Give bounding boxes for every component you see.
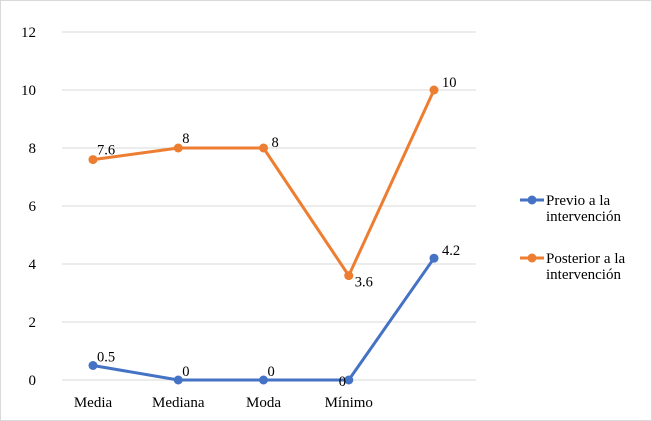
data-label: 8 (272, 135, 279, 151)
y-tick-label: 6 (29, 199, 37, 215)
y-tick-label: 0 (29, 373, 37, 389)
data-label: 0 (268, 364, 275, 380)
x-tick-label: Media (74, 395, 113, 411)
data-label: 0.5 (97, 350, 115, 366)
data-label: 4.2 (442, 243, 460, 259)
data-label: 0 (182, 364, 189, 380)
data-point (344, 375, 354, 385)
series-line (92, 89, 436, 278)
data-label: 3.6 (355, 275, 373, 291)
y-tick-label: 4 (29, 257, 37, 273)
x-tick-label: Moda (246, 395, 281, 411)
x-tick-label: Mínimo (325, 395, 373, 411)
data-point (88, 155, 98, 165)
series-layer: 0.5 0 0 0 4.2 7.6 8 8 3.6 10 (88, 75, 460, 390)
data-point (173, 375, 183, 385)
data-point (259, 143, 268, 153)
legend-swatch-marker (527, 253, 537, 263)
data-label: 8 (182, 131, 189, 147)
y-tick-label: 10 (21, 83, 36, 99)
data-point (344, 271, 354, 281)
data-point (429, 85, 439, 95)
data-label: 7.6 (97, 143, 115, 159)
legend-swatch-marker (527, 195, 537, 205)
gridlines (62, 31, 476, 381)
data-label: 0 (339, 374, 346, 390)
data-point (429, 253, 439, 263)
y-tick-label: 8 (29, 141, 37, 157)
x-axis: Media Mediana Moda Mínimo (74, 395, 373, 411)
data-point (259, 375, 268, 385)
x-tick-label: Mediana (152, 395, 205, 411)
y-tick-label: 2 (29, 315, 37, 331)
series-line (92, 257, 436, 382)
data-point (88, 361, 98, 370)
legend-label: intervención (546, 209, 621, 225)
legend-label: intervención (546, 267, 621, 283)
data-label: 10 (442, 75, 457, 91)
y-tick-label: 12 (21, 25, 36, 41)
legend-label: Previo a la (546, 193, 610, 209)
data-point (173, 143, 183, 153)
y-axis: 0 2 4 6 8 10 12 (21, 25, 37, 389)
legend-label: Posterior a la (546, 251, 625, 267)
